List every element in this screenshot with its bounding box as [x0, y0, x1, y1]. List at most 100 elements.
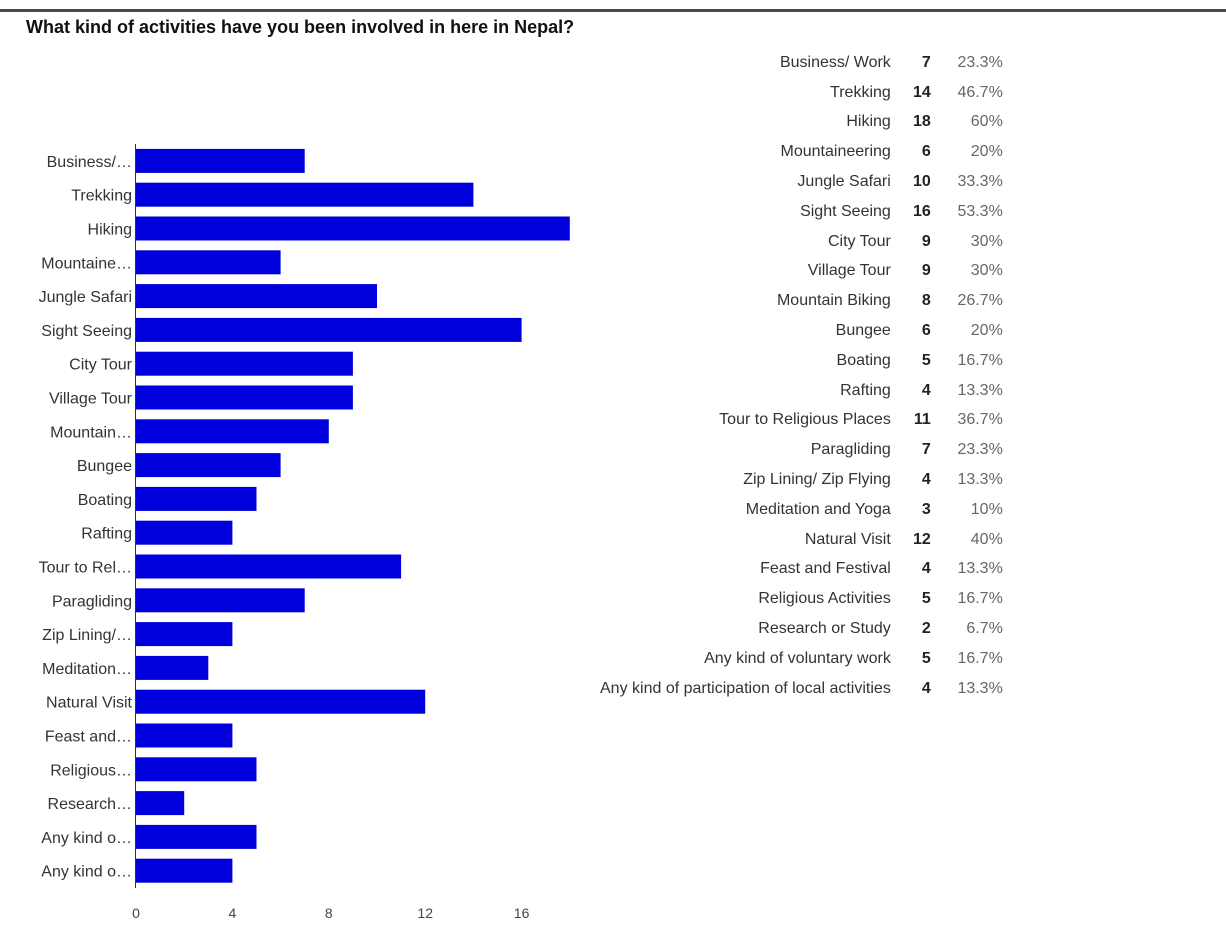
- summary-label: Jungle Safari: [797, 173, 891, 191]
- summary-count: 4: [921, 679, 931, 697]
- summary-count: 9: [921, 262, 931, 280]
- summary-percent: 46.7%: [957, 83, 1003, 101]
- summary-row: Zip Lining/ Zip Flying 4 13.3%: [600, 465, 1003, 495]
- category-label: Any kind o…: [41, 830, 132, 847]
- category-label: Village Tour: [49, 391, 133, 408]
- summary-count: 5: [921, 649, 931, 667]
- summary-label: Religious Activities: [758, 590, 891, 608]
- summary-row: Trekking 14 46.7%: [600, 78, 1003, 108]
- summary-label: Bungee: [835, 322, 891, 340]
- summary-count: 4: [921, 560, 931, 578]
- summary-count: 3: [921, 500, 931, 518]
- summary-label: Natural Visit: [804, 530, 891, 548]
- summary-count: 4: [921, 381, 931, 399]
- summary-row: Rafting 4 13.3%: [600, 376, 1003, 406]
- category-label: Hiking: [88, 222, 132, 239]
- bar: [136, 655, 209, 680]
- category-label: Mountaine…: [41, 255, 132, 272]
- summary-percent: 20%: [970, 322, 1003, 340]
- summary-percent: 36.7%: [957, 411, 1003, 429]
- summary-label: Any kind of participation of local activ…: [600, 679, 891, 697]
- summary-row: Village Tour 9 30%: [600, 257, 1003, 287]
- summary-row: Hiking 18 60%: [600, 108, 1003, 138]
- x-tick-label: 8: [325, 905, 333, 921]
- summary-table: Business/ Work 7 23.3% Trekking 14 46.7% Hikin…: [600, 48, 1003, 704]
- bar: [136, 791, 185, 816]
- summary-percent: 16.7%: [957, 351, 1003, 369]
- category-label: Boating: [78, 492, 132, 509]
- category-label: Mountain…: [50, 424, 132, 441]
- summary-count: 6: [921, 322, 931, 340]
- summary-percent: 16.7%: [957, 649, 1003, 667]
- summary-label: Feast and Festival: [760, 560, 891, 578]
- summary-row: Jungle Safari 10 33.3%: [600, 167, 1003, 197]
- category-label: Jungle Safari: [39, 289, 132, 306]
- bar: [136, 182, 474, 207]
- summary-percent: 10%: [970, 500, 1003, 518]
- category-label: Rafting: [81, 526, 132, 543]
- summary-row: Religious Activities 5 16.7%: [600, 584, 1003, 614]
- category-label: Natural Visit: [46, 695, 133, 712]
- summary-row: Research or Study 2 6.7%: [600, 614, 1003, 644]
- bar-chart: Business/… Trekking Hiking Mountaine… Jungle…: [39, 144, 570, 921]
- category-label: Zip Lining/…: [42, 627, 132, 644]
- summary-count: 16: [913, 202, 931, 220]
- bar: [136, 385, 353, 410]
- category-label: Tour to Rel…: [39, 560, 132, 577]
- bar: [136, 250, 281, 275]
- summary-row: Mountaineering 6 20%: [600, 137, 1003, 167]
- summary-percent: 60%: [970, 113, 1003, 131]
- category-label: Business/…: [47, 154, 132, 171]
- summary-percent: 13.3%: [957, 471, 1003, 489]
- bar: [136, 148, 305, 173]
- bar: [136, 317, 522, 342]
- summary-count: 18: [913, 113, 931, 131]
- category-label: City Tour: [69, 357, 133, 374]
- summary-label: City Tour: [827, 232, 891, 250]
- summary-count: 2: [921, 620, 931, 638]
- summary-row: Boating 5 16.7%: [600, 346, 1003, 376]
- bar: [136, 554, 402, 579]
- summary-body: Business/ Work 7 23.3% Trekking 14 46.7% Hikin…: [600, 48, 1003, 704]
- summary-count: 14: [913, 83, 931, 101]
- x-tick-label: 4: [229, 905, 237, 921]
- category-label: Religious…: [50, 762, 132, 779]
- page-title: What kind of activities have you been in…: [26, 17, 575, 37]
- summary-count: 10: [913, 173, 931, 191]
- summary-label: Village Tour: [807, 262, 891, 280]
- summary-row: Bungee 6 20%: [600, 316, 1003, 346]
- summary-label: Meditation and Yoga: [745, 500, 891, 518]
- summary-row: Mountain Biking 8 26.7%: [600, 286, 1003, 316]
- summary-percent: 40%: [970, 530, 1003, 548]
- summary-count: 12: [913, 530, 931, 548]
- summary-percent: 23.3%: [957, 53, 1003, 71]
- summary-label: Any kind of voluntary work: [704, 649, 891, 667]
- bar: [136, 824, 257, 849]
- summary-percent: 26.7%: [957, 292, 1003, 310]
- bar: [136, 622, 233, 647]
- summary-percent: 33.3%: [957, 173, 1003, 191]
- bar: [136, 689, 426, 714]
- bar: [136, 723, 233, 748]
- summary-count: 11: [913, 411, 931, 429]
- category-label: Meditation…: [42, 661, 132, 678]
- summary-percent: 23.3%: [957, 441, 1003, 459]
- summary-row: Tour to Religious Places 11 36.7%: [600, 406, 1003, 436]
- summary-count: 7: [921, 53, 931, 71]
- summary-row: Any kind of voluntary work 5 16.7%: [600, 644, 1003, 674]
- category-label: Bungee: [77, 458, 132, 475]
- category-label: Paragliding: [52, 593, 132, 610]
- summary-count: 4: [921, 471, 931, 489]
- bar: [136, 858, 233, 883]
- summary-count: 7: [921, 441, 931, 459]
- bar: [136, 419, 329, 444]
- bar: [136, 453, 281, 478]
- x-tick-label: 0: [132, 905, 140, 921]
- category-label: Trekking: [71, 188, 132, 205]
- summary-percent: 13.3%: [957, 679, 1003, 697]
- summary-row: Natural Visit 12 40%: [600, 525, 1003, 555]
- summary-label: Research or Study: [758, 620, 891, 638]
- summary-percent: 16.7%: [957, 590, 1003, 608]
- summary-count: 9: [921, 232, 931, 250]
- x-tick-label: 16: [514, 905, 530, 921]
